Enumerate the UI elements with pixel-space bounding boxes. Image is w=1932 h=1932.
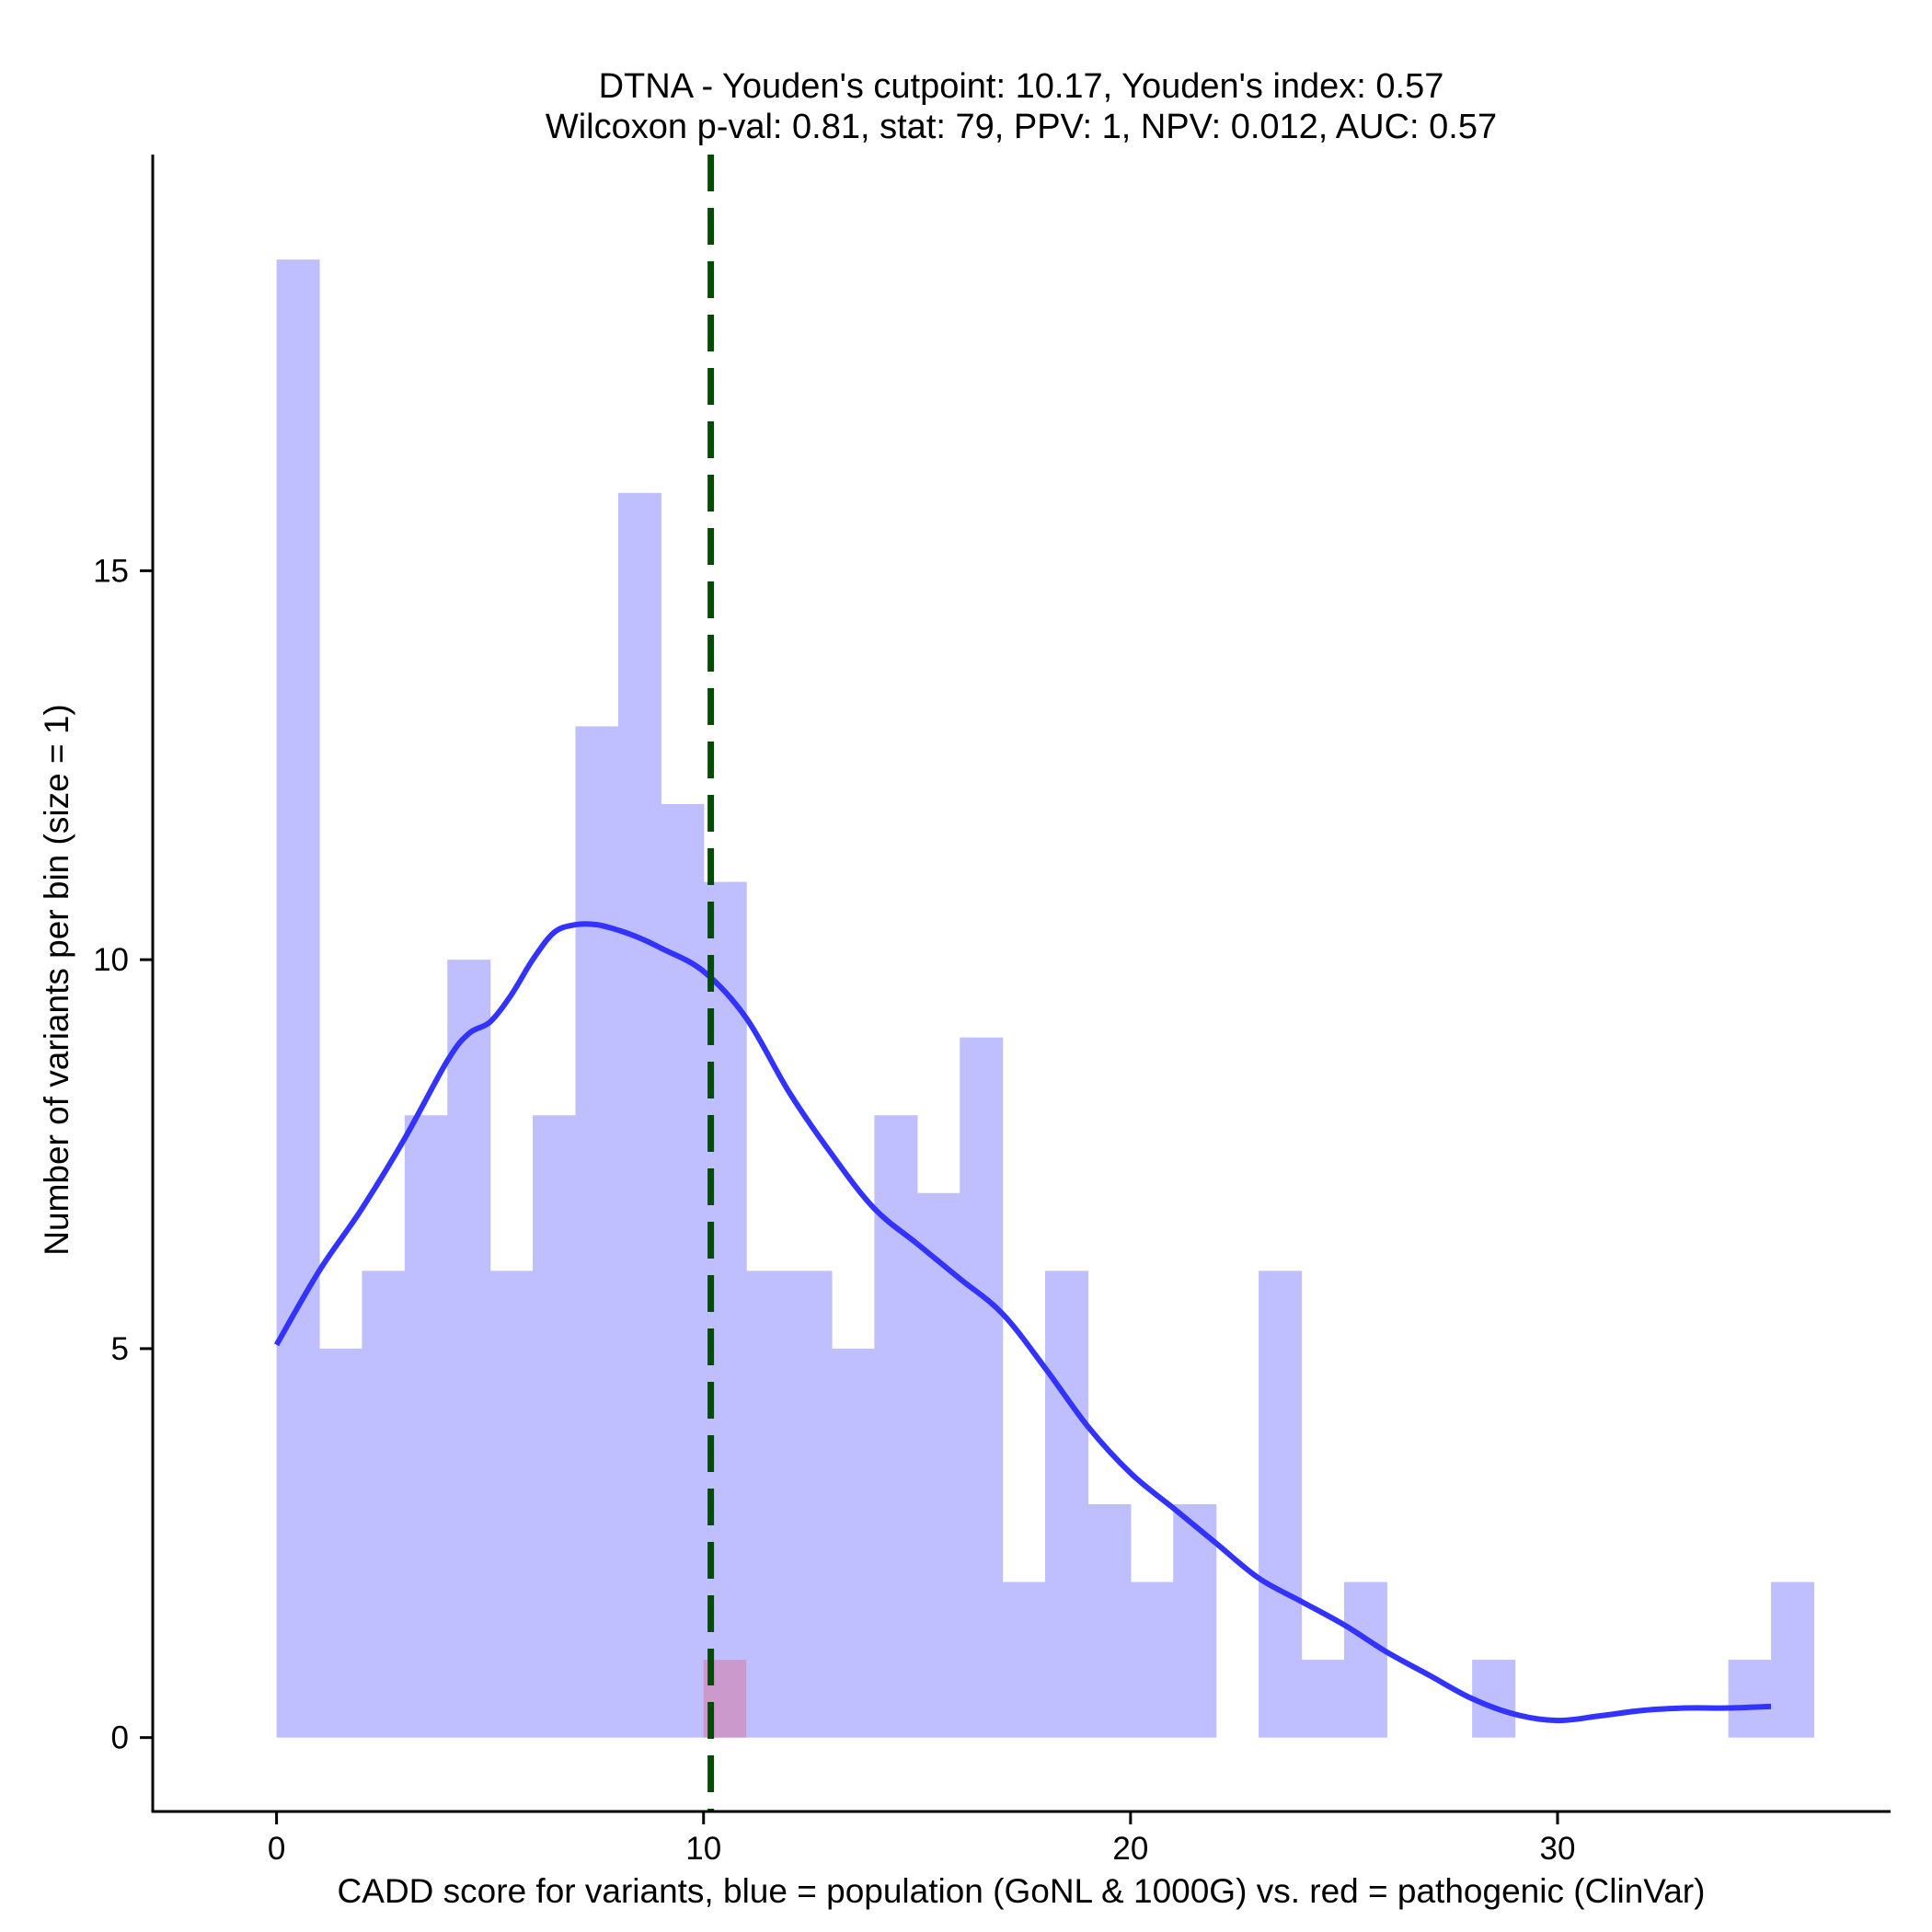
population-bar (661, 804, 705, 1738)
population-bar (1472, 1660, 1516, 1738)
population-bar (831, 1348, 875, 1738)
x-tick-label: 0 (268, 1831, 285, 1867)
x-tick-label: 30 (1540, 1831, 1576, 1867)
y-tick-label: 5 (111, 1331, 129, 1367)
population-bar (1002, 1581, 1046, 1738)
population-bar (447, 960, 491, 1738)
y-axis-label: Number of variants per bin (size = 1) (38, 704, 75, 1255)
population-bar (575, 726, 619, 1738)
x-tick-label: 20 (1112, 1831, 1148, 1867)
x-axis-ticks: 0 10 20 30 (268, 1811, 1576, 1867)
y-tick-label: 15 (93, 553, 129, 589)
population-bar (1728, 1660, 1772, 1738)
population-bar (319, 1348, 363, 1738)
population-bar (1045, 1271, 1089, 1738)
population-bar (1343, 1581, 1387, 1738)
population-bar (788, 1271, 833, 1738)
population-bar (362, 1271, 406, 1738)
population-bar (404, 1115, 448, 1738)
density-curve (273, 921, 1772, 1724)
population-bars (276, 259, 1815, 1738)
x-tick-label: 10 (685, 1831, 721, 1867)
population-bar (746, 1271, 790, 1738)
population-bar (489, 1271, 534, 1738)
population-bar (1087, 1504, 1132, 1738)
chart-title-line1: DTNA - Youden's cutpoint: 10.17, Youden'… (599, 67, 1444, 106)
population-bar (617, 492, 661, 1738)
population-bar (1130, 1581, 1174, 1738)
x-axis-label: CADD score for variants, blue = populati… (338, 1872, 1706, 1910)
population-bar (533, 1115, 577, 1738)
y-axis-ticks: 0 5 10 15 (93, 553, 153, 1756)
population-bar (916, 1192, 960, 1738)
population-bar (1771, 1581, 1815, 1738)
population-bar (1301, 1660, 1345, 1738)
population-bar (1173, 1504, 1217, 1738)
y-tick-label: 10 (93, 942, 129, 978)
population-bar (874, 1115, 918, 1738)
population-bar (960, 1037, 1004, 1738)
chart-title-line2: Wilcoxon p-val: 0.81, stat: 79, PPV: 1, … (546, 108, 1497, 146)
population-bar (1259, 1271, 1303, 1738)
population-bar (276, 259, 320, 1738)
y-tick-label: 0 (111, 1720, 129, 1756)
